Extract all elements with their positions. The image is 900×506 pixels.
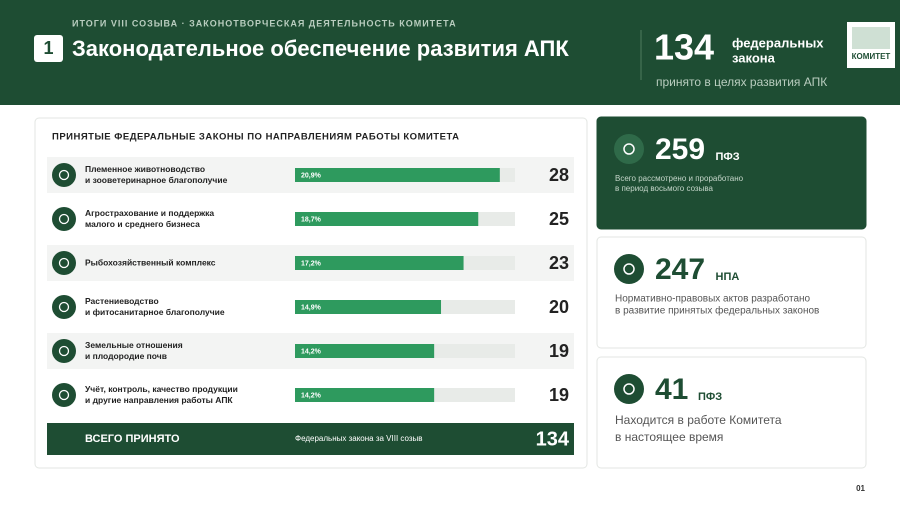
laws-title: ПРИНЯТЫЕ ФЕДЕРАЛЬНЫЕ ЗАКОНЫ ПО НАПРАВЛЕН…	[52, 132, 460, 143]
title: Законодательное обеспечение развития АПК	[72, 36, 569, 61]
stat-caption: в развитие принятых федеральных законов	[615, 305, 819, 317]
number-box	[34, 35, 63, 62]
row-icon	[52, 383, 76, 407]
stat-unit: ПФЗ	[716, 151, 740, 163]
row-label: Племенное животноводство	[85, 164, 205, 174]
row-label: и другие направления работы АПК	[85, 395, 233, 405]
bar-label: 20,9%	[301, 172, 322, 179]
stat-card	[596, 236, 867, 349]
row-label: малого и среднего бизнеса	[85, 219, 200, 229]
total-label: ВСЕГО ПРИНЯТО	[85, 433, 180, 445]
stat-icon-glyph	[623, 263, 635, 275]
header-caption: принято в целях развития АПК	[656, 75, 827, 89]
bar-label: 14,2%	[301, 392, 322, 399]
logo-image	[852, 27, 890, 49]
row-count: 19	[549, 341, 569, 361]
laws-card	[34, 117, 588, 469]
row-icon-glyph	[58, 169, 70, 181]
row-icon	[52, 207, 76, 231]
row-label: Рыбохозяйственный комплекс	[85, 257, 216, 267]
stat-icon	[614, 254, 644, 284]
row-icon-glyph	[58, 389, 70, 401]
bar-label: 18,7%	[301, 216, 322, 223]
row-count: 23	[549, 253, 569, 273]
row-icon	[52, 295, 76, 319]
bar	[295, 256, 464, 270]
total-band	[47, 423, 574, 455]
bar-label: 14,2%	[301, 348, 322, 355]
stat-value: 259	[655, 133, 705, 166]
section-number: 1	[43, 38, 53, 58]
stat-value: 247	[655, 253, 705, 286]
header-unit: федеральных	[732, 35, 824, 50]
row-count: 28	[549, 165, 569, 185]
header-band	[0, 0, 900, 105]
stat-value: 41	[655, 373, 688, 406]
row-label: Учёт, контроль, качество продукции	[85, 384, 238, 394]
row-icon	[52, 251, 76, 275]
row-icon	[52, 163, 76, 187]
bar	[295, 300, 442, 314]
stat-caption: Нормативно-правовых актов разработано	[615, 293, 811, 305]
stat-icon-glyph	[623, 143, 635, 155]
row-label: Агрострахование и поддержка	[85, 208, 214, 218]
bar	[295, 388, 435, 402]
stat-card	[596, 116, 867, 230]
stat-icon	[614, 134, 644, 164]
row-icon-glyph	[58, 301, 70, 313]
page-number: 01	[856, 484, 865, 493]
logo-text: КОМИТЕТ	[852, 52, 891, 61]
bar-label: 14,9%	[301, 304, 322, 311]
stat-card	[596, 356, 867, 469]
bar	[295, 168, 500, 182]
row-count: 19	[549, 385, 569, 405]
stat-icon-glyph	[623, 383, 635, 395]
stat-caption: в настоящее время	[615, 430, 723, 444]
stat-caption: Находится в работе Комитета	[615, 413, 782, 427]
bar-label: 17,2%	[301, 260, 322, 267]
row-label: Земельные отношения	[85, 340, 183, 350]
stat-caption: Всего рассмотрено и проработано	[615, 174, 744, 183]
row-count: 25	[549, 209, 569, 229]
stat-unit: ПФЗ	[698, 391, 722, 403]
bar	[295, 212, 479, 226]
row-label: и зооветеринарное благополучие	[85, 175, 228, 185]
row-label: и фитосанитарное благополучие	[85, 307, 225, 317]
total-value: 134	[536, 428, 570, 450]
row-icon-glyph	[58, 213, 70, 225]
bar	[295, 344, 435, 358]
row-label: и плодородие почв	[85, 351, 167, 361]
header-total: 134	[654, 27, 714, 68]
row-icon	[52, 339, 76, 363]
kicker: ИТОГИ VIII СОЗЫВА · ЗАКОНОТВОРЧЕСКАЯ ДЕЯ…	[72, 18, 457, 28]
row-count: 20	[549, 297, 569, 317]
stat-caption: в период восьмого созыва	[615, 184, 714, 193]
row-icon-glyph	[58, 345, 70, 357]
row-label: Растениеводство	[85, 296, 159, 306]
row-icon-glyph	[58, 257, 70, 269]
stat-unit: НПА	[716, 271, 740, 283]
total-note: Федеральных закона за VIII созыв	[295, 434, 423, 443]
stat-icon	[614, 374, 644, 404]
header-unit: закона	[732, 50, 776, 65]
